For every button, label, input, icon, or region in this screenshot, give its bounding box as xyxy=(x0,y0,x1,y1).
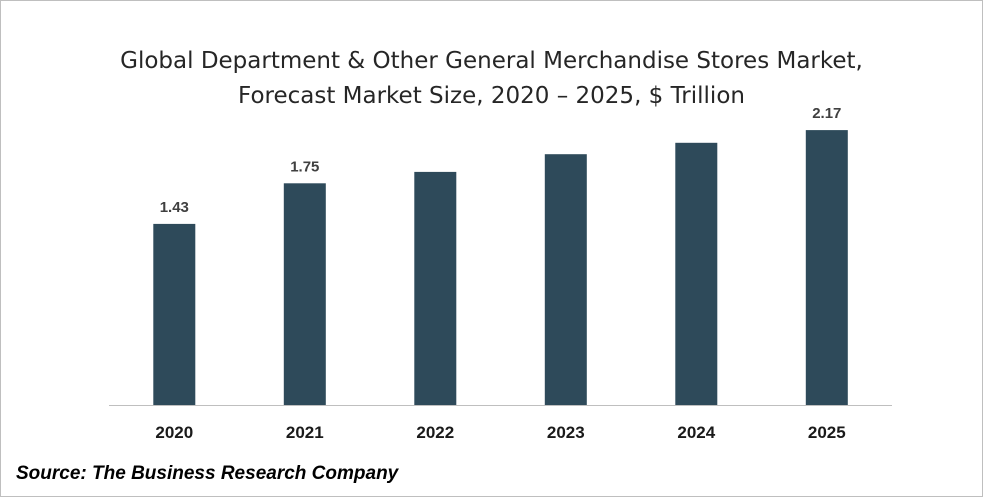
bar-2024 xyxy=(675,142,718,406)
chart-title: Global Department & Other General Mercha… xyxy=(0,44,983,114)
data-label-2025: 2.17 xyxy=(812,105,841,122)
x-tick-label-2024: 2024 xyxy=(677,423,715,442)
chart-title-line-2: Forecast Market Size, 2020 – 2025, $ Tri… xyxy=(238,83,745,109)
source-note: Source: The Business Research Company xyxy=(16,463,399,484)
data-label-2020: 1.43 xyxy=(160,199,189,216)
bar-2020 xyxy=(153,223,196,405)
bar-2021 xyxy=(283,183,326,405)
x-tick-label-2025: 2025 xyxy=(808,423,846,442)
x-tick-label-2020: 2020 xyxy=(155,423,193,442)
bar-2025 xyxy=(805,130,848,405)
chart-title-line-1: Global Department & Other General Mercha… xyxy=(120,48,863,74)
x-tick-label-2023: 2023 xyxy=(547,423,585,442)
x-tick-label-2021: 2021 xyxy=(286,423,324,442)
x-tick-label-2022: 2022 xyxy=(416,423,454,442)
bar-2023 xyxy=(544,154,587,405)
data-label-2021: 1.75 xyxy=(290,158,319,175)
bar-2022 xyxy=(414,171,457,405)
